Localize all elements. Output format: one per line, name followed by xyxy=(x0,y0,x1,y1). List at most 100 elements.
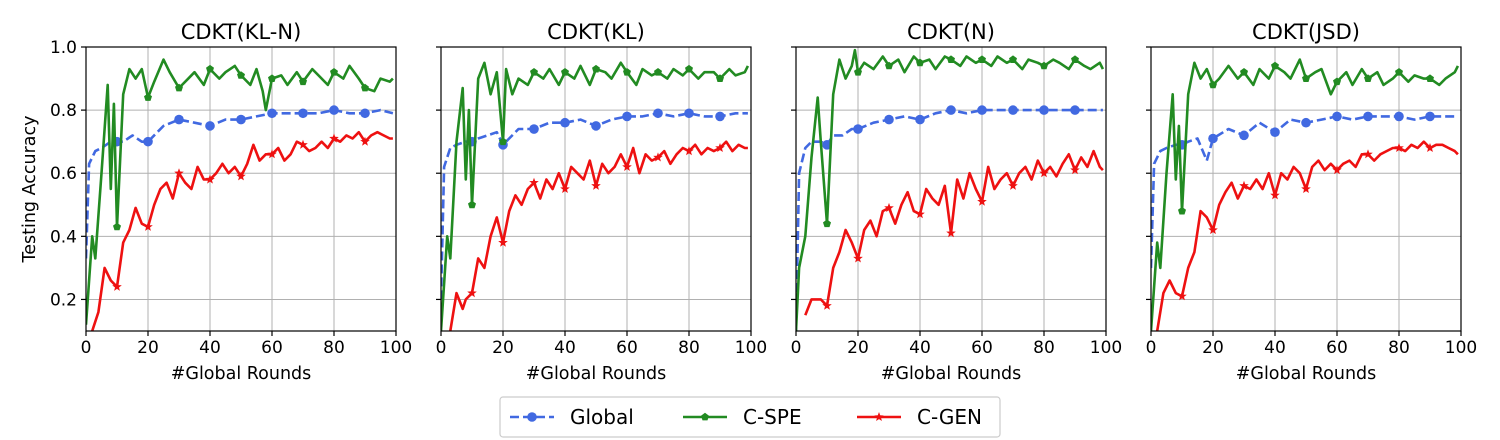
marker-c-gen xyxy=(822,300,832,310)
marker-c-spe xyxy=(330,68,338,76)
marker-global xyxy=(1363,111,1373,122)
marker-c-spe xyxy=(1395,68,1403,76)
marker-c-spe xyxy=(361,83,369,92)
series-line-c-gen xyxy=(1155,140,1459,331)
marker-c-gen xyxy=(205,174,215,184)
x-tick-label: 60 xyxy=(616,338,638,358)
marker-global xyxy=(529,124,539,134)
marker-global xyxy=(1270,127,1280,137)
x-tick-label: 20 xyxy=(492,338,514,358)
marker-c-spe xyxy=(1271,61,1279,70)
marker-c-gen xyxy=(1270,190,1280,200)
marker-c-spe xyxy=(1364,74,1372,82)
marker-c-gen xyxy=(1070,165,1080,175)
x-axis-label: #Global Rounds xyxy=(881,364,1022,384)
x-tick-label: 80 xyxy=(323,338,345,358)
marker-c-gen xyxy=(946,228,956,238)
marker-c-spe xyxy=(1240,68,1248,76)
x-tick-label: 20 xyxy=(1202,338,1224,358)
series-line-c-gen xyxy=(804,149,1104,316)
marker-global xyxy=(1208,133,1218,144)
marker-c-spe xyxy=(299,77,307,86)
marker-c-gen xyxy=(653,152,663,162)
x-tick-label: 0 xyxy=(436,338,447,358)
marker-global xyxy=(715,111,725,122)
marker-c-gen xyxy=(174,168,184,178)
marker-c-gen xyxy=(1301,184,1311,193)
x-axis-label: #Global Rounds xyxy=(526,364,667,384)
series-line-c-spe xyxy=(86,58,394,325)
panel-title: CDKT(KL-N) xyxy=(181,20,302,44)
marker-c-gen xyxy=(529,177,539,187)
marker-global xyxy=(143,136,153,147)
marker-c-gen xyxy=(915,209,925,219)
marker-global xyxy=(1070,105,1080,115)
marker-c-gen xyxy=(591,180,601,190)
x-tick-label: 80 xyxy=(678,338,700,358)
x-tick-label: 60 xyxy=(1326,338,1348,358)
marker-c-spe xyxy=(1209,80,1217,89)
marker-c-gen xyxy=(1332,165,1342,175)
legend-marker xyxy=(874,412,884,421)
x-tick-label: 100 xyxy=(1445,338,1477,358)
marker-c-spe xyxy=(716,74,724,82)
marker-c-spe xyxy=(654,68,662,76)
legend-label: C-SPE xyxy=(743,405,802,429)
legend-box xyxy=(499,396,1001,438)
marker-global xyxy=(1039,105,1049,115)
panel-title: CDKT(KL) xyxy=(547,20,645,44)
y-tick-label: 0.2 xyxy=(50,290,77,310)
marker-global xyxy=(946,105,956,115)
marker-c-spe xyxy=(685,64,693,73)
marker-c-spe xyxy=(468,200,476,209)
marker-c-spe xyxy=(237,71,245,79)
marker-c-spe xyxy=(113,222,121,231)
marker-global xyxy=(236,114,246,125)
marker-c-gen xyxy=(298,139,308,149)
x-tick-label: 60 xyxy=(261,338,283,358)
marker-c-gen xyxy=(1363,149,1373,159)
marker-c-spe xyxy=(1009,55,1017,63)
marker-c-gen xyxy=(1425,143,1435,152)
marker-c-spe xyxy=(592,64,600,73)
marker-c-spe xyxy=(947,55,955,63)
legend: Global C-SPE C-GEN xyxy=(499,396,1001,438)
x-tick-label: 40 xyxy=(554,338,576,358)
series-line-c-gen xyxy=(449,140,748,331)
marker-global xyxy=(174,114,184,125)
x-tick-label: 80 xyxy=(1388,338,1410,358)
marker-global xyxy=(1239,130,1249,141)
marker-c-spe xyxy=(1071,55,1079,63)
marker-c-spe xyxy=(175,83,183,92)
panels: 0 20 40 60 80 100 0.2 0.4 0.6 0.8 1.0 CDKT(KL-N) #Gl… xyxy=(50,20,1477,384)
x-tick-label: 60 xyxy=(971,338,993,358)
series-line-global xyxy=(1151,115,1458,268)
legend-entry-c-spe: C-SPE xyxy=(683,405,802,429)
marker-c-spe xyxy=(1040,61,1048,70)
marker-c-spe xyxy=(1333,77,1341,86)
marker-global xyxy=(329,105,339,115)
marker-c-gen xyxy=(112,281,122,291)
marker-global xyxy=(1425,111,1435,122)
plot-area xyxy=(1151,58,1460,331)
marker-global xyxy=(1332,111,1342,122)
marker-c-gen xyxy=(684,146,694,156)
x-tick-label: 40 xyxy=(1264,338,1286,358)
marker-c-spe xyxy=(623,68,631,76)
legend-marker xyxy=(701,412,709,421)
x-tick-label: 20 xyxy=(847,338,869,358)
marker-c-spe xyxy=(561,68,569,76)
marker-c-gen xyxy=(560,184,570,193)
series-line-c-spe xyxy=(1151,58,1460,331)
marker-c-spe xyxy=(885,61,893,70)
x-tick-label: 0 xyxy=(81,338,92,358)
marker-global xyxy=(298,108,308,119)
legend-label: C-GEN xyxy=(917,405,982,429)
marker-global xyxy=(653,108,663,119)
marker-c-gen xyxy=(622,161,632,171)
x-tick-label: 100 xyxy=(380,338,412,358)
marker-c-spe xyxy=(1302,74,1310,82)
marker-global xyxy=(684,108,694,119)
series-line-c-spe xyxy=(796,48,1105,331)
marker-c-gen xyxy=(498,237,508,247)
